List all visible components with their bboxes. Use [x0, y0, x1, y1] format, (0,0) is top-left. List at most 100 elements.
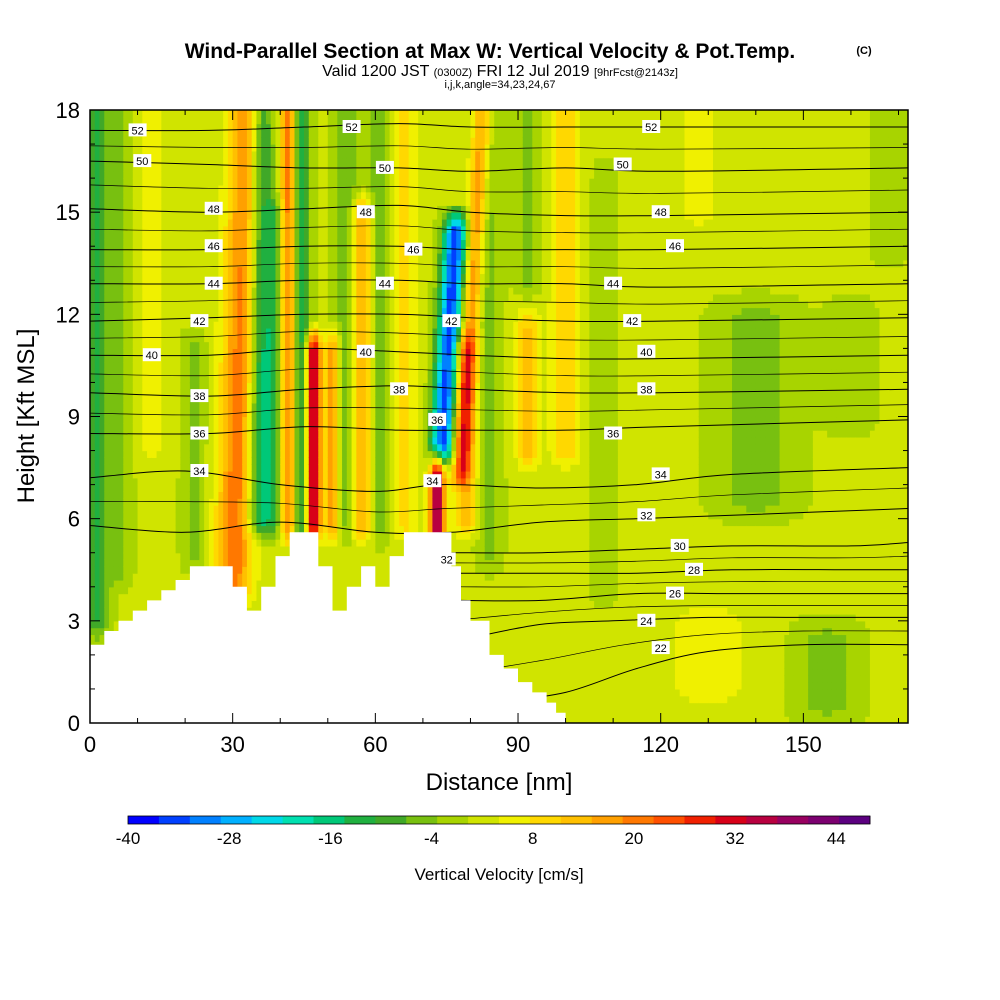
field-cell	[180, 423, 186, 431]
field-cell	[242, 362, 248, 370]
field-cell	[346, 416, 353, 424]
field-cell	[242, 416, 248, 424]
field-cell	[242, 171, 248, 179]
field-cell	[261, 505, 267, 513]
field-cell	[337, 150, 343, 159]
field-cell	[346, 246, 353, 254]
field-cell	[323, 511, 329, 520]
field-cell	[94, 464, 101, 472]
field-cell	[90, 396, 96, 404]
field-cell	[232, 573, 239, 581]
field-cell	[304, 178, 310, 186]
field-cell	[223, 225, 229, 234]
field-cell	[123, 225, 129, 234]
field-cell	[194, 505, 200, 513]
field-cell	[223, 409, 229, 418]
field-cell	[161, 321, 167, 329]
field-cell	[204, 191, 210, 200]
field-cell	[123, 396, 129, 404]
field-cell	[242, 273, 248, 281]
field-cell	[94, 545, 101, 554]
field-cell	[99, 218, 105, 227]
field-cell	[289, 232, 296, 241]
field-cell	[185, 505, 191, 513]
field-cell	[147, 396, 153, 404]
field-cell	[242, 130, 248, 138]
field-cell	[180, 409, 186, 418]
field-cell	[265, 368, 272, 377]
field-cell	[175, 566, 181, 574]
field-cell	[289, 137, 296, 145]
field-cell	[151, 259, 158, 268]
field-cell	[147, 552, 153, 561]
field-cell	[104, 545, 110, 554]
field-cell	[137, 116, 143, 125]
field-cell	[94, 505, 101, 513]
field-cell	[270, 110, 277, 118]
field-cell	[270, 566, 277, 574]
field-cell	[280, 341, 286, 349]
field-cell	[256, 232, 262, 241]
field-cell	[199, 409, 205, 418]
field-cell	[256, 375, 262, 384]
field-cell	[208, 327, 215, 336]
field-cell	[104, 191, 110, 200]
field-cell	[109, 355, 115, 363]
field-cell	[223, 457, 229, 465]
field-cell	[294, 130, 300, 138]
field-cell	[104, 532, 110, 540]
field-cell	[256, 178, 262, 186]
field-cell	[213, 321, 220, 329]
field-cell	[332, 239, 338, 247]
field-cell	[227, 416, 234, 424]
field-cell	[175, 273, 181, 281]
field-cell	[147, 389, 153, 397]
field-cell	[237, 246, 243, 254]
field-cell	[170, 518, 177, 527]
field-cell	[151, 137, 158, 145]
field-cell	[109, 525, 115, 533]
field-cell	[332, 477, 338, 486]
field-cell	[237, 218, 243, 227]
field-cell	[166, 368, 172, 377]
field-cell	[166, 150, 172, 159]
field-cell	[227, 525, 234, 533]
field-cell	[232, 443, 239, 452]
field-cell	[199, 436, 205, 445]
field-cell	[242, 205, 248, 213]
field-cell	[251, 116, 258, 125]
field-cell	[104, 511, 110, 520]
field-cell	[194, 300, 200, 309]
field-cell	[180, 375, 186, 384]
field-cell	[185, 164, 191, 172]
field-cell	[194, 518, 200, 527]
field-cell	[242, 484, 248, 493]
field-cell	[113, 423, 120, 431]
field-cell	[261, 375, 267, 384]
field-cell	[256, 327, 262, 336]
field-cell	[175, 110, 181, 118]
field-cell	[227, 266, 234, 275]
field-cell	[327, 355, 334, 363]
field-cell	[208, 368, 215, 377]
field-cell	[323, 402, 329, 411]
field-cell	[280, 498, 286, 506]
field-cell	[123, 559, 129, 567]
field-cell	[242, 150, 248, 159]
field-cell	[289, 130, 296, 138]
field-cell	[313, 259, 319, 268]
field-cell	[232, 389, 239, 397]
field-cell	[90, 382, 96, 390]
field-cell	[118, 375, 124, 384]
field-cell	[223, 171, 229, 179]
field-cell	[156, 225, 162, 234]
field-cell	[123, 144, 129, 152]
field-cell	[280, 314, 286, 322]
field-cell	[256, 566, 262, 574]
field-cell	[294, 198, 300, 206]
field-cell	[308, 450, 315, 458]
field-cell	[99, 450, 105, 458]
field-cell	[128, 321, 134, 329]
field-cell	[227, 368, 234, 377]
field-cell	[318, 327, 324, 336]
